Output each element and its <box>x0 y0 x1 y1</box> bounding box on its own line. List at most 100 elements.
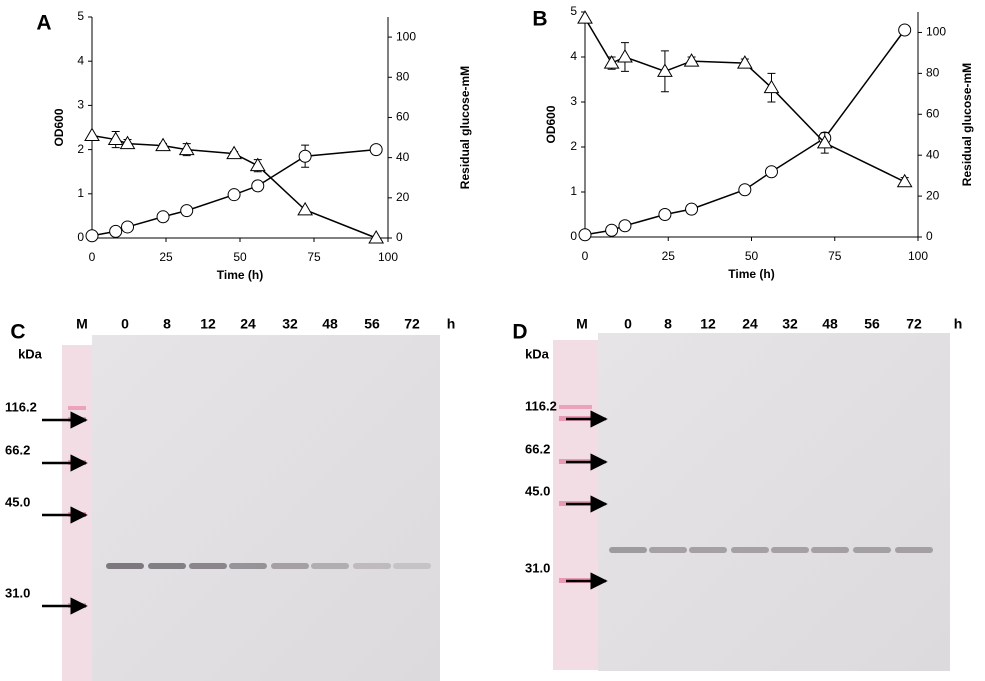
y2-tick-label: 80 <box>396 69 410 83</box>
lane-label: 32 <box>282 316 298 332</box>
lane-label: M <box>76 316 88 332</box>
y2-axis-title: Residual glucose-mM <box>458 66 472 189</box>
circle-marker <box>109 224 123 238</box>
y2-tick-label: 100 <box>926 25 946 39</box>
y2-tick-label: 20 <box>926 188 940 202</box>
panel-label: D <box>512 321 527 344</box>
circle-marker <box>156 210 170 224</box>
marker-label: 31.0 <box>5 585 30 600</box>
y2-tick-label: 100 <box>396 29 416 43</box>
protein-band <box>148 563 186 569</box>
protein-band <box>353 563 391 569</box>
marker-label: 116.2 <box>5 399 37 414</box>
lane-label: 0 <box>624 316 632 332</box>
x-tick-label: 100 <box>378 250 398 264</box>
time-unit: h <box>954 316 963 332</box>
protein-band <box>689 547 727 553</box>
triangle-marker <box>617 49 633 63</box>
lane-label: 56 <box>364 316 380 332</box>
panel-label: A <box>36 12 51 35</box>
y-tick-label: 2 <box>570 139 577 153</box>
lane-label: 48 <box>322 316 338 332</box>
y-tick-label: 1 <box>570 184 577 198</box>
unit-label: kDa <box>18 346 43 361</box>
marker-label: 31.0 <box>525 560 550 575</box>
circle-marker <box>658 208 672 221</box>
lane-label: 0 <box>121 316 129 332</box>
triangle-marker <box>763 79 780 94</box>
marker-label: 45.0 <box>5 494 30 509</box>
protein-band <box>106 563 144 569</box>
triangle-marker <box>119 135 136 150</box>
lane-label: 72 <box>906 316 922 332</box>
circle-marker <box>298 149 312 163</box>
protein-band <box>649 547 687 553</box>
protein-band <box>731 547 769 553</box>
x-tick-label: 50 <box>233 250 247 264</box>
y-axis-title: OD600 <box>544 105 558 143</box>
circle-marker <box>738 183 752 197</box>
marker-label: 45.0 <box>525 483 550 498</box>
triangle-marker <box>84 127 100 142</box>
y-tick-label: 5 <box>570 4 577 18</box>
x-tick-label: 25 <box>159 250 173 264</box>
circle-marker <box>180 204 194 218</box>
protein-band <box>609 547 647 553</box>
lane-label: 12 <box>700 316 716 332</box>
y2-tick-label: 40 <box>926 147 940 161</box>
triangle-marker <box>896 173 913 188</box>
y2-tick-label: 0 <box>926 229 933 243</box>
triangle-marker <box>736 55 753 69</box>
y2-tick-label: 60 <box>926 106 940 120</box>
triangle-marker <box>603 55 620 69</box>
circle-marker <box>85 229 99 243</box>
ladder-band <box>559 405 592 409</box>
marker-label: 66.2 <box>525 441 550 456</box>
circle-marker <box>578 228 592 242</box>
x-tick-label: 0 <box>89 250 96 264</box>
y2-axis-title: Residual glucose-mM <box>960 63 974 186</box>
y-tick-label: 4 <box>570 49 577 63</box>
y-tick-label: 2 <box>77 142 84 156</box>
x-tick-label: 100 <box>908 249 928 263</box>
triangle-marker <box>249 157 266 172</box>
y-tick-label: 4 <box>77 53 84 67</box>
x-axis-title: Time (h) <box>728 267 774 281</box>
protein-band <box>229 563 267 569</box>
circle-marker <box>898 23 912 37</box>
membrane <box>92 335 440 681</box>
triangle-marker <box>297 201 313 216</box>
y-axis-title: OD600 <box>52 108 66 146</box>
lane-label: 56 <box>864 316 880 332</box>
lane-label: M <box>576 316 588 332</box>
protein-band <box>311 563 349 569</box>
triangle-marker <box>107 131 124 146</box>
x-tick-label: 25 <box>662 249 676 263</box>
protein-band <box>271 563 309 569</box>
lane-label: 12 <box>200 316 216 332</box>
lane-label: 72 <box>404 316 420 332</box>
protein-band <box>393 563 431 569</box>
triangle-marker <box>155 137 171 152</box>
x-axis-title: Time (h) <box>217 268 263 282</box>
protein-band <box>189 563 227 569</box>
x-tick-label: 75 <box>828 249 842 263</box>
circle-marker <box>685 202 699 216</box>
lane-label: 32 <box>782 316 798 332</box>
marker-label: 116.2 <box>525 398 557 413</box>
circle-marker <box>369 143 383 157</box>
circle-marker <box>764 165 778 179</box>
y2-tick-label: 80 <box>926 66 940 80</box>
panel-label: C <box>10 321 25 344</box>
lane-label: 8 <box>664 316 672 332</box>
x-tick-label: 75 <box>307 250 321 264</box>
lane-label: 8 <box>163 316 171 332</box>
x-tick-label: 50 <box>745 249 759 263</box>
ladder-band <box>68 406 86 410</box>
time-unit: h <box>447 316 456 332</box>
membrane <box>598 333 950 671</box>
y-tick-label: 3 <box>570 94 577 108</box>
triangle-marker <box>226 145 242 160</box>
y2-tick-label: 20 <box>396 190 410 204</box>
